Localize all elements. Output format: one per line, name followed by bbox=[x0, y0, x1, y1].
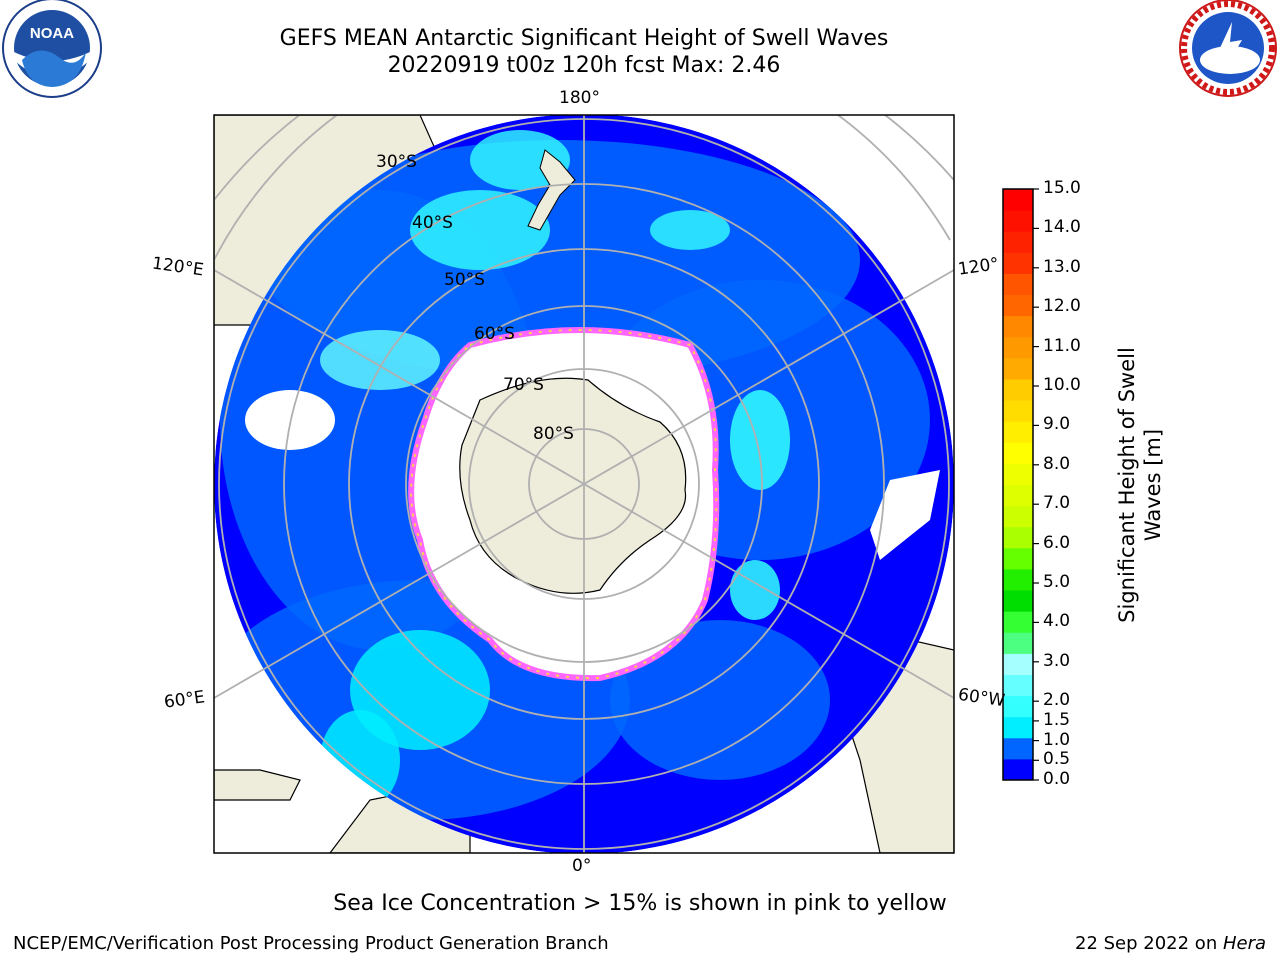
lat-label-60s: 60°S bbox=[474, 324, 515, 344]
colorbar-segment bbox=[1003, 315, 1033, 338]
colorbar-tick-label: 6.0 bbox=[1043, 532, 1071, 553]
colorbar-tick-label: 1.5 bbox=[1043, 709, 1071, 730]
lat-label-50s: 50°S bbox=[444, 270, 485, 290]
colorbar-tick-label: 1.0 bbox=[1043, 729, 1071, 750]
colorbar-segment bbox=[1003, 231, 1033, 253]
lon-label-180: 180° bbox=[559, 88, 600, 108]
footer-date: 22 Sep 2022 on Hera bbox=[1075, 933, 1266, 954]
lat-label-30s: 30°S bbox=[376, 152, 417, 172]
colorbar-segment bbox=[1003, 505, 1033, 528]
colorbar-segment bbox=[1003, 210, 1033, 232]
colorbar bbox=[1002, 188, 1039, 781]
colorbar-frame bbox=[1002, 188, 1034, 781]
colorbar-tick-label: 8.0 bbox=[1043, 453, 1071, 474]
noaa-logo: NOAA bbox=[2, 0, 102, 98]
lat-label-80s: 80°S bbox=[533, 424, 574, 444]
graticule bbox=[218, 115, 950, 853]
colorbar-tick-label: 9.0 bbox=[1043, 414, 1071, 435]
colorbar-tick-label: 0.0 bbox=[1043, 769, 1071, 789]
colorbar-segment bbox=[1003, 674, 1033, 697]
footer-credit: NCEP/EMC/Verification Post Processing Pr… bbox=[13, 933, 609, 954]
colorbar-segment bbox=[1003, 758, 1033, 781]
colorbar-tick-label: 5.0 bbox=[1043, 572, 1071, 592]
colorbar-segment bbox=[1003, 189, 1033, 211]
colorbar-tick-label: 13.0 bbox=[1043, 256, 1081, 277]
colorbar-segment bbox=[1003, 273, 1033, 296]
colorbar-tick-label: 3.0 bbox=[1043, 650, 1071, 671]
nws-logo bbox=[1179, 0, 1277, 97]
colorbar-segment bbox=[1003, 590, 1033, 612]
colorbar-segment bbox=[1003, 294, 1033, 317]
chart-title: GEFS MEAN Antarctic Significant Height o… bbox=[279, 26, 889, 51]
lon-label-0: 0° bbox=[572, 856, 592, 876]
colorbar-tick-label: 2.0 bbox=[1043, 690, 1071, 711]
footer-host: Hera bbox=[1222, 933, 1266, 954]
madagascar-landmass bbox=[214, 769, 301, 801]
noaa-logo-text: NOAA bbox=[30, 25, 74, 42]
colorbar-segment bbox=[1003, 653, 1033, 675]
colorbar-segment bbox=[1003, 695, 1033, 718]
colorbar-segment bbox=[1003, 632, 1033, 654]
colorbar-segment bbox=[1003, 716, 1033, 739]
colorbar-title: Significant Height of Swell Waves [m] bbox=[1115, 347, 1165, 623]
colorbar-tick-label: 15.0 bbox=[1043, 178, 1081, 198]
antarctica-landmass bbox=[459, 377, 687, 594]
colorbar-segment bbox=[1003, 336, 1033, 359]
colorbar-tick-label: 12.0 bbox=[1043, 296, 1081, 317]
colorbar-segment bbox=[1003, 442, 1033, 464]
colorbar-segment bbox=[1003, 421, 1033, 443]
colorbar-segment bbox=[1003, 526, 1033, 549]
colorbar-tick-label: 0.5 bbox=[1043, 749, 1071, 770]
colorbar-segment bbox=[1003, 463, 1033, 485]
colorbar-segment bbox=[1003, 611, 1033, 633]
footer-date-text: 22 Sep 2022 on bbox=[1075, 933, 1223, 954]
colorbar-segment bbox=[1003, 357, 1033, 380]
colorbar-tick-label: 4.0 bbox=[1043, 611, 1071, 632]
colorbar-segment bbox=[1003, 737, 1033, 760]
colorbar-segment bbox=[1003, 400, 1033, 422]
colorbar-segment bbox=[1003, 252, 1033, 274]
colorbar-tick-label: 11.0 bbox=[1043, 335, 1081, 356]
colorbar-segment bbox=[1003, 484, 1033, 507]
sea-ice-note: Sea Ice Concentration > 15% is shown in … bbox=[333, 891, 947, 916]
colorbar-tick-label: 7.0 bbox=[1043, 493, 1071, 514]
colorbar-tick-label: 10.0 bbox=[1043, 375, 1081, 395]
lat-label-70s: 70°S bbox=[503, 375, 544, 395]
colorbar-segment bbox=[1003, 547, 1033, 570]
colorbar-segment bbox=[1003, 568, 1033, 591]
map-frame bbox=[213, 114, 955, 854]
chart-subtitle: 20220919 t00z 120h fcst Max: 2.46 bbox=[387, 53, 781, 78]
colorbar-tick-label: 14.0 bbox=[1043, 217, 1081, 238]
colorbar-segment bbox=[1003, 378, 1033, 401]
lat-label-40s: 40°S bbox=[412, 213, 453, 233]
